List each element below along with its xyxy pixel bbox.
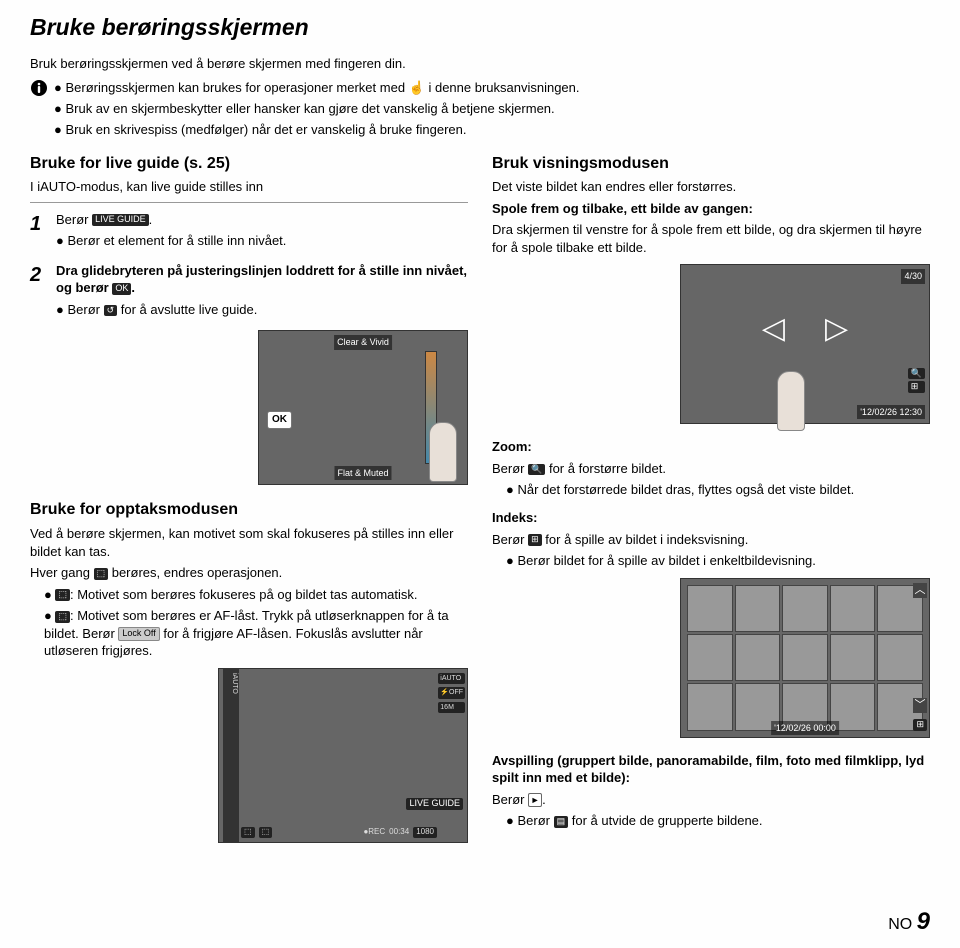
caution-icon — [30, 79, 48, 97]
step1-text: Berør LIVE GUIDE. — [56, 211, 468, 229]
ok-button[interactable]: OK — [267, 411, 292, 429]
index-icon[interactable]: ⊞ — [908, 381, 925, 393]
step-number: 1 — [30, 211, 48, 254]
step2-text: Dra glidebryteren på justeringslinjen lo… — [56, 262, 468, 297]
playback-screenshot: 4/30 ◁ ▷ 🔍 ⊞ '12/02/26 12:30 — [680, 264, 930, 424]
note-text: Bruk en skrivespiss (medfølger) når det … — [54, 121, 466, 139]
flash-icon: ⚡OFF — [438, 687, 465, 698]
note-row: Bruk en skrivespiss (medfølger) når det … — [30, 121, 930, 139]
shooting-screenshot: iAUTO iAUTO ⚡OFF 16M ⬚ ⬚ ●REC 00:34 1080… — [218, 668, 468, 843]
timer-label: 00:34 — [389, 827, 409, 838]
thumb-item[interactable] — [687, 683, 733, 730]
expand-icon: ▤ — [554, 816, 569, 828]
thumb-item[interactable] — [735, 634, 781, 681]
zoom-line: Berør 🔍 for å forstørre bildet. — [492, 460, 930, 478]
spole-heading: Spole frem og tilbake, ett bilde av gang… — [492, 200, 930, 218]
page-up-icon[interactable]: ︿ — [913, 583, 927, 598]
step2-bullet: Berør ↺ for å avslutte live guide. — [56, 301, 468, 319]
mode-bar: iAUTO — [223, 669, 239, 842]
page-number: 9 — [917, 908, 930, 935]
touch-af-icon: ⬚ — [55, 611, 70, 623]
visn-heading: Bruk visningsmodusen — [492, 153, 930, 175]
step-1: 1 Berør LIVE GUIDE. Berør et element for… — [30, 211, 468, 254]
clear-vivid-label: Clear & Vivid — [334, 335, 392, 349]
divider — [30, 202, 468, 203]
indeks-heading: Indeks: — [492, 509, 930, 527]
page-footer: NO 9 — [888, 906, 930, 938]
step1-bullet: Berør et element for å stille inn nivået… — [56, 232, 468, 250]
res-icon: 16M — [438, 702, 465, 713]
right-column: Bruk visningsmodusen Det viste bildet ka… — [492, 153, 930, 857]
thumb-item[interactable] — [830, 585, 876, 632]
arrow-left-icon: ◁ — [762, 308, 785, 349]
play-icon: ► — [528, 793, 542, 807]
flat-muted-label: Flat & Muted — [334, 466, 391, 480]
avspilling-heading: Avspilling (gruppert bilde, panoramabild… — [492, 752, 930, 787]
rec-icon: ●REC — [363, 827, 385, 838]
liveguide-sub: I iAUTO-modus, kan live guide stilles in… — [30, 178, 468, 196]
thumb-item[interactable] — [687, 585, 733, 632]
indeks-line: Berør ⊞ for å spille av bildet i indeksv… — [492, 531, 930, 549]
liveguide-icon: LIVE GUIDE — [92, 214, 149, 226]
bottom-bar: ⬚ ⬚ ●REC 00:34 1080 — [241, 826, 437, 840]
note-row: Berøringsskjermen kan brukes for operasj… — [30, 79, 930, 97]
page-down-icon[interactable]: ﹀ — [913, 698, 927, 713]
arrow-right-icon: ▷ — [825, 308, 848, 349]
thumb-grid — [681, 579, 929, 737]
ok-icon: OK — [112, 283, 131, 295]
finger-icon — [429, 422, 457, 482]
visn-p1: Det viste bildet kan endres eller forstø… — [492, 178, 930, 196]
indeks-bullet: Berør bildet for å spille av bildet i en… — [506, 552, 930, 570]
thumb-item[interactable] — [735, 585, 781, 632]
auto-icon: iAUTO — [438, 673, 465, 684]
notes-list: Berøringsskjermen kan brukes for operasj… — [30, 79, 930, 139]
thumb-item[interactable] — [830, 634, 876, 681]
note-row: Bruk av en skjermbeskytter eller hansker… — [30, 100, 930, 118]
time-label: '12/02/26 12:30 — [857, 405, 925, 419]
left-column: Bruke for live guide (s. 25) I iAUTO-mod… — [30, 153, 468, 857]
liveguide-button[interactable]: LIVE GUIDE — [406, 794, 463, 812]
finger-icon — [777, 371, 805, 431]
note-text: Berøringsskjermen kan brukes for operasj… — [54, 79, 580, 97]
step-number: 2 — [30, 262, 48, 323]
thumb-item[interactable] — [687, 634, 733, 681]
res-label: 1080 — [413, 827, 437, 838]
zoom-bullet: Når det forstørrede bildet dras, flyttes… — [506, 481, 930, 499]
avsp-line: Berør ►. — [492, 791, 930, 809]
touch-mode-icon: ⬚ — [94, 568, 109, 580]
page-title: Bruke berøringsskjermen — [30, 12, 930, 43]
step-2: 2 Dra glidebryteren på justeringslinjen … — [30, 262, 468, 323]
zoom-icon[interactable]: 🔍 — [908, 368, 925, 380]
liveguide-heading: Bruke for live guide (s. 25) — [30, 153, 468, 175]
zoom-btn-icon: 🔍 — [528, 464, 545, 476]
opptak-heading: Bruke for opptaksmodusen — [30, 499, 468, 521]
right-icons: iAUTO ⚡OFF 16M — [438, 673, 465, 713]
opptak-p2: Hver gang ⬚ berøres, endres operasjonen. — [30, 564, 468, 582]
opptak-bullet-1: ● ⬚: Motivet som berøres fokuseres på og… — [44, 586, 468, 604]
touch-icon-1[interactable]: ⬚ — [241, 827, 255, 838]
opptak-p1: Ved å berøre skjermen, kan motivet som s… — [30, 525, 468, 560]
thumb-item[interactable] — [782, 634, 828, 681]
index-btn-icon: ⊞ — [528, 534, 542, 546]
grid-time-label: '12/02/26 00:00 — [771, 721, 839, 735]
touch-icon-2[interactable]: ⬚ — [259, 827, 273, 838]
index-mode-icon[interactable]: ⊞ — [913, 715, 927, 733]
swipe-arrows: ◁ ▷ — [762, 308, 848, 349]
zoom-heading: Zoom: — [492, 438, 930, 456]
counter-label: 4/30 — [901, 269, 925, 283]
back-icon: ↺ — [104, 305, 118, 317]
opptak-bullet-2: ● ⬚: Motivet som berøres er AF-låst. Try… — [44, 607, 468, 660]
lang-label: NO — [888, 916, 912, 933]
avsp-bullet: ● Berør ▤ for å utvide de grupperte bild… — [506, 812, 930, 830]
thumb-item[interactable] — [877, 634, 923, 681]
visn-p2: Dra skjermen til venstre for å spole fre… — [492, 221, 930, 256]
index-screenshot: ︿ ﹀ ⊞ '12/02/26 00:00 — [680, 578, 930, 738]
lock-off-icon: Lock Off — [118, 627, 159, 641]
touch-shoot-icon: ⬚ — [55, 589, 70, 601]
note-text: Bruk av en skjermbeskytter eller hansker… — [54, 100, 555, 118]
liveguide-screenshot: Clear & Vivid OK Flat & Muted — [258, 330, 468, 485]
thumb-item[interactable] — [782, 585, 828, 632]
intro-text: Bruk berøringsskjermen ved å berøre skje… — [30, 55, 930, 73]
